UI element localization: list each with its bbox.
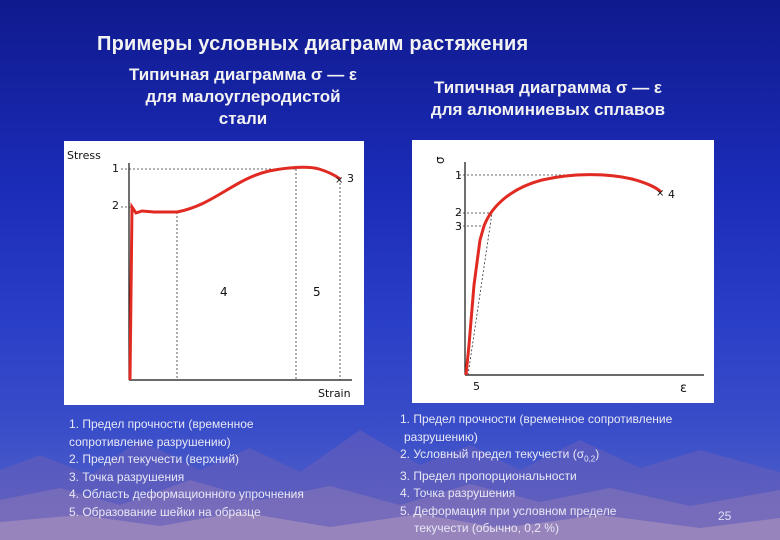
- steel-note-1: 1. Предел прочности (временное: [69, 417, 254, 431]
- aluminium-note-5-cont: текучести (обычно, 0,2 %): [414, 521, 559, 536]
- aluminium-origin-label-5: 5: [473, 380, 480, 393]
- steel-region-label-5: 5: [313, 285, 321, 299]
- aluminium-notes: 1. Предел прочности (временное сопротивл…: [400, 411, 672, 538]
- aluminium-note-2-subscript: 0,2: [584, 454, 596, 464]
- aluminium-note-2-text: 2. Условный предел текучести (σ: [400, 447, 585, 461]
- steel-notes: 1. Предел прочности (временное сопротивл…: [69, 416, 304, 521]
- aluminium-point-label-3: 3: [455, 220, 462, 233]
- aluminium-note-3: 3. Предел пропорциональности: [400, 468, 577, 483]
- page-number: 25: [718, 509, 732, 523]
- aluminium-diagram-panel: σ ε × 1 2 3 4 5: [412, 140, 714, 403]
- steel-note-2: 2. Предел текучести (верхний): [69, 452, 240, 466]
- left-chart-heading: Типичная диаграмма σ — ε для малоуглерод…: [108, 64, 378, 130]
- left-heading-line-3: стали: [218, 109, 268, 128]
- aluminium-note-4: 4. Точка разрушения: [400, 486, 516, 501]
- steel-fracture-mark: ×: [335, 175, 343, 186]
- steel-stress-strain-diagram: Stress Strain × 1 2 3 4 5: [67, 149, 354, 400]
- aluminium-y-axis-label: σ: [433, 156, 447, 164]
- right-chart-heading: Типичная диаграмма σ — ε для алюминиевых…: [398, 77, 698, 121]
- steel-note-3: 3. Точка разрушения: [69, 469, 185, 484]
- aluminium-note-1: 1. Предел прочности (временное сопротивл…: [400, 412, 673, 426]
- aluminium-point-label-2: 2: [455, 206, 462, 219]
- aluminium-stress-strain-diagram: σ ε × 1 2 3 4 5: [433, 156, 704, 396]
- steel-point-label-2: 2: [112, 199, 119, 212]
- steel-note-1-cont: сопротивление разрушению): [69, 434, 231, 449]
- aluminium-note-2-close: ): [595, 447, 600, 461]
- aluminium-fracture-mark: ×: [656, 188, 664, 199]
- aluminium-note-2: 2. Условный предел текучести (σ0,2): [400, 446, 672, 468]
- aluminium-x-axis-label: ε: [680, 381, 687, 396]
- aluminium-offset-line: [467, 212, 493, 376]
- right-heading-line-1: Типичная диаграмма σ — ε: [433, 78, 662, 97]
- steel-note-5: 5. Образование шейки на образце: [69, 504, 261, 519]
- steel-x-axis-label: Strain: [318, 387, 351, 400]
- aluminium-note-1-cont: разрушению): [404, 429, 478, 444]
- aluminium-point-label-4: 4: [668, 188, 675, 201]
- steel-region-label-4: 4: [220, 285, 228, 299]
- left-heading-line-2: для малоуглеродистой: [145, 87, 341, 106]
- left-heading-line-1: Типичная диаграмма σ — ε: [128, 65, 357, 84]
- steel-point-label-1: 1: [112, 162, 119, 175]
- aluminium-curve: [464, 173, 663, 376]
- steel-y-axis-label: Stress: [67, 149, 101, 162]
- steel-point-label-3: 3: [347, 172, 354, 185]
- steel-note-4: 4. Область деформационного упрочнения: [69, 487, 304, 501]
- aluminium-point-label-1: 1: [455, 169, 462, 182]
- steel-curve: [128, 165, 341, 381]
- right-heading-line-2: для алюминиевых сплавов: [430, 100, 666, 119]
- aluminium-note-5: 5. Деформация при условном пределе: [400, 503, 617, 518]
- steel-diagram-panel: Stress Strain × 1 2 3 4 5: [64, 141, 364, 405]
- slide-title: Примеры условных диаграмм растяжения: [97, 33, 529, 55]
